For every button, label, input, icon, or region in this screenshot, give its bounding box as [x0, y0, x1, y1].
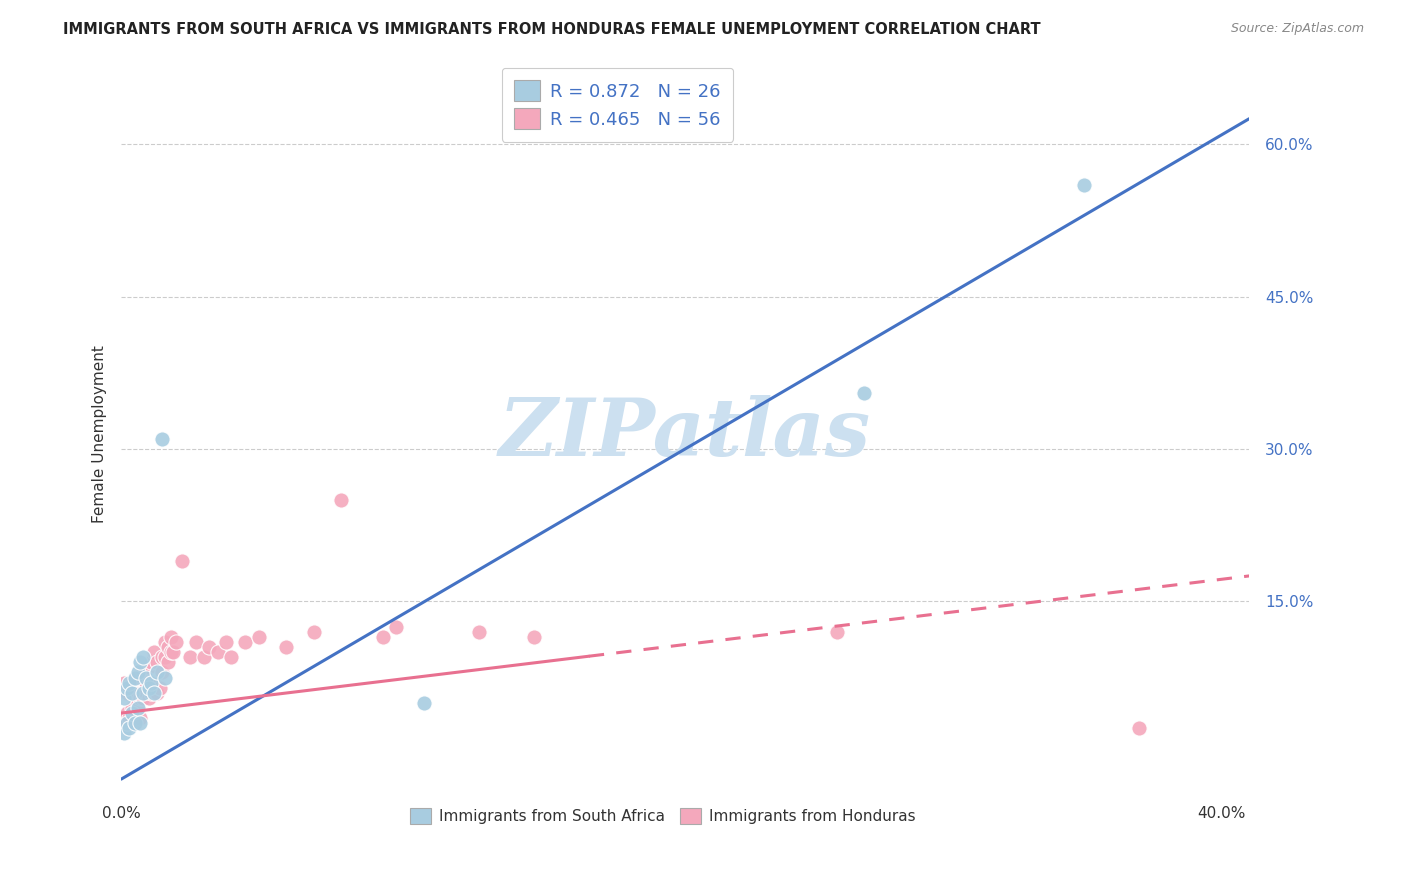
Point	[124, 671, 146, 685]
Point	[141, 675, 163, 690]
Point	[112, 711, 135, 725]
Y-axis label: Female Unemployment: Female Unemployment	[93, 344, 107, 523]
Point	[276, 640, 298, 654]
Point	[143, 675, 166, 690]
Point	[152, 432, 174, 446]
Point	[115, 706, 138, 720]
Point	[371, 630, 394, 644]
Point	[135, 686, 157, 700]
Point	[184, 635, 207, 649]
Point	[330, 492, 353, 507]
Point	[302, 624, 325, 639]
Point	[412, 696, 434, 710]
Text: Source: ZipAtlas.com: Source: ZipAtlas.com	[1230, 22, 1364, 36]
Point	[129, 711, 152, 725]
Point	[124, 716, 146, 731]
Point	[112, 726, 135, 740]
Point	[155, 635, 177, 649]
Point	[825, 624, 848, 639]
Point	[124, 686, 146, 700]
Point	[149, 681, 172, 695]
Point	[385, 620, 408, 634]
Point	[170, 554, 193, 568]
Point	[138, 681, 160, 695]
Point	[118, 675, 141, 690]
Point	[118, 722, 141, 736]
Point	[138, 660, 160, 674]
Point	[162, 645, 184, 659]
Point	[156, 640, 179, 654]
Point	[152, 650, 174, 665]
Point	[115, 686, 138, 700]
Point	[155, 650, 177, 665]
Point	[146, 665, 169, 680]
Text: IMMIGRANTS FROM SOUTH AFRICA VS IMMIGRANTS FROM HONDURAS FEMALE UNEMPLOYMENT COR: IMMIGRANTS FROM SOUTH AFRICA VS IMMIGRAN…	[63, 22, 1040, 37]
Point	[112, 675, 135, 690]
Point	[1073, 178, 1095, 192]
Point	[121, 706, 143, 720]
Point	[198, 640, 221, 654]
Point	[247, 630, 270, 644]
Point	[215, 635, 238, 649]
Point	[118, 681, 141, 695]
Point	[146, 686, 169, 700]
Point	[193, 650, 215, 665]
Point	[124, 716, 146, 731]
Point	[135, 671, 157, 685]
Point	[118, 711, 141, 725]
Point	[156, 655, 179, 669]
Point	[146, 655, 169, 669]
Point	[132, 690, 155, 705]
Point	[1128, 722, 1150, 736]
Point	[121, 701, 143, 715]
Point	[115, 716, 138, 731]
Point	[233, 635, 256, 649]
Point	[853, 386, 876, 401]
Point	[143, 645, 166, 659]
Point	[127, 665, 149, 680]
Point	[112, 690, 135, 705]
Point	[219, 650, 242, 665]
Point	[207, 645, 229, 659]
Point	[165, 635, 187, 649]
Point	[132, 665, 155, 680]
Point	[132, 650, 155, 665]
Text: ZIPatlas: ZIPatlas	[499, 395, 872, 473]
Point	[155, 671, 177, 685]
Point	[121, 675, 143, 690]
Point	[129, 655, 152, 669]
Point	[127, 701, 149, 715]
Point	[468, 624, 491, 639]
Point	[159, 630, 181, 644]
Point	[179, 650, 201, 665]
Point	[135, 675, 157, 690]
Point	[129, 690, 152, 705]
Point	[141, 686, 163, 700]
Point	[129, 716, 152, 731]
Legend: Immigrants from South Africa, Immigrants from Honduras: Immigrants from South Africa, Immigrants…	[404, 802, 922, 830]
Point	[127, 671, 149, 685]
Point	[152, 665, 174, 680]
Point	[523, 630, 546, 644]
Point	[159, 645, 181, 659]
Point	[127, 696, 149, 710]
Point	[115, 681, 138, 695]
Point	[132, 686, 155, 700]
Point	[138, 690, 160, 705]
Point	[141, 655, 163, 669]
Point	[143, 686, 166, 700]
Point	[121, 686, 143, 700]
